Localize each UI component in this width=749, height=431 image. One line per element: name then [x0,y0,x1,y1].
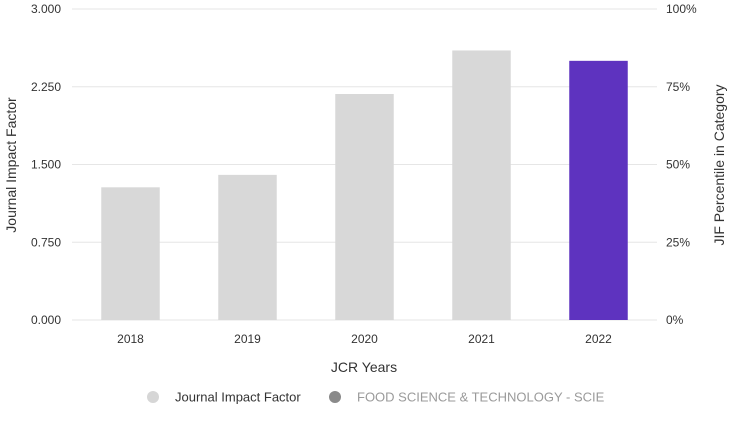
right-axis-ticks: 0% 25% 50% 75% 100% [666,2,697,327]
y-tick-label-left: 3.000 [31,2,61,16]
x-tick-label: 2020 [351,332,378,346]
y-axis-title-left: Journal Impact Factor [3,97,19,233]
y-tick-label-right: 75% [666,80,690,94]
bar-2022[interactable] [569,60,628,320]
legend-marker-1[interactable] [147,391,159,403]
x-axis-ticks: 2018 2019 2020 2021 2022 [117,332,612,346]
bar-2021[interactable] [452,50,511,320]
x-axis-title: JCR Years [331,359,397,375]
bar-2019[interactable] [218,174,277,320]
legend-marker-2[interactable] [329,391,341,403]
y-tick-label-left: 1.500 [31,158,61,172]
y-tick-label-right: 50% [666,158,690,172]
y-tick-label-right: 100% [666,2,697,16]
bars [101,50,628,320]
bar-2018[interactable] [101,187,160,320]
y-axis-title-right: JIF Percentile in Category [711,84,727,245]
legend-label-2[interactable]: FOOD SCIENCE & TECHNOLOGY - SCIE [357,390,605,405]
left-axis-ticks: 0.000 0.750 1.500 2.250 3.000 [31,2,61,327]
x-tick-label: 2018 [117,332,144,346]
x-tick-label: 2021 [468,332,495,346]
legend-label-1[interactable]: Journal Impact Factor [175,390,301,405]
x-tick-label: 2019 [234,332,261,346]
y-tick-label-left: 0.000 [31,313,61,327]
y-tick-label-right: 0% [666,313,684,327]
y-tick-label-right: 25% [666,235,690,249]
y-tick-label-left: 2.250 [31,80,61,94]
bar-2020[interactable] [335,94,394,320]
legend: Journal Impact Factor FOOD SCIENCE & TECH… [147,390,605,405]
y-tick-label-left: 0.750 [31,235,61,249]
x-tick-label: 2022 [585,332,612,346]
